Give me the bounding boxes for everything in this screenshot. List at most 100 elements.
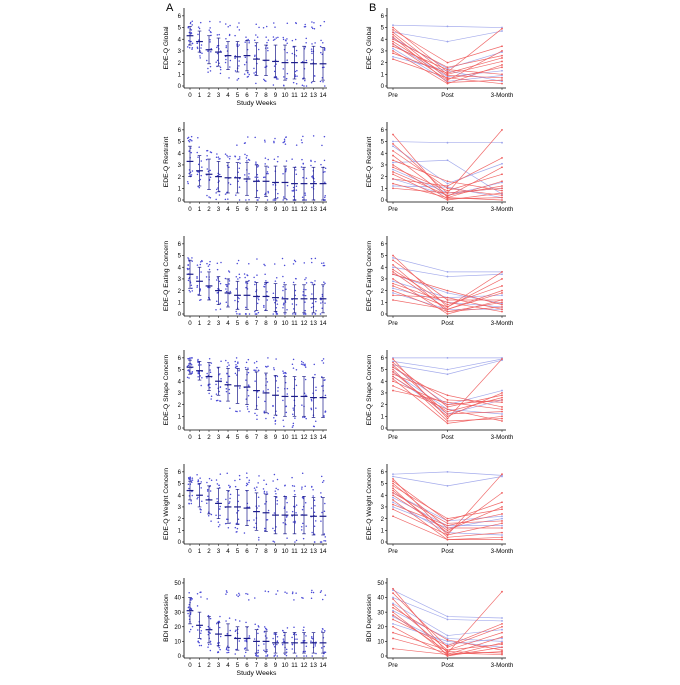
data-point: [311, 302, 314, 305]
data-point: [254, 412, 256, 415]
data-point: [276, 300, 278, 302]
data-point: [218, 280, 221, 283]
participant-blue-line: [392, 476, 503, 487]
data-point: [215, 399, 218, 402]
data-point: [304, 378, 307, 381]
data-point: [274, 420, 277, 422]
x-tick-label: 10: [282, 206, 289, 213]
x-tick-label: 2: [207, 206, 211, 213]
data-point: [304, 363, 306, 366]
data-point: [275, 380, 278, 382]
data-point: [217, 521, 220, 523]
data-point: [282, 629, 284, 632]
data-point: [210, 48, 212, 50]
participant-red-point: [446, 653, 449, 656]
data-point: [294, 313, 297, 315]
data-point: [272, 39, 275, 41]
data-point: [191, 625, 194, 628]
participant-red-point: [446, 420, 449, 422]
participant-blue-point: [501, 389, 503, 392]
data-point: [277, 390, 279, 392]
participant-red-point: [392, 366, 394, 369]
x-tick-label: 3-Month: [491, 662, 514, 669]
data-point: [209, 371, 212, 373]
data-point: [209, 70, 212, 72]
data-point: [225, 390, 228, 393]
data-point: [285, 160, 288, 162]
data-point: [207, 50, 209, 52]
data-point: [248, 519, 250, 522]
data-point: [310, 591, 313, 594]
participant-red-point: [392, 373, 394, 376]
data-point: [237, 500, 239, 503]
data-point: [311, 186, 313, 189]
participant-blue-point: [392, 256, 394, 259]
data-point: [301, 141, 303, 144]
participant-blue-point: [446, 470, 449, 473]
data-point: [234, 653, 236, 655]
participant-red-point: [392, 268, 394, 271]
data-point: [310, 398, 313, 401]
data-point: [314, 160, 316, 163]
participant-blue-point: [501, 413, 503, 415]
y-tick-label: 0: [381, 654, 385, 660]
participant-red-point: [446, 61, 449, 64]
participant-red-point: [501, 196, 503, 199]
data-point: [197, 137, 199, 139]
data-point: [267, 172, 269, 175]
y-tick-label: 4: [381, 37, 385, 43]
y-tick-label: 0: [381, 84, 385, 90]
data-point: [291, 592, 294, 595]
data-point: [206, 168, 209, 170]
data-point: [311, 27, 314, 30]
data-point: [209, 65, 212, 68]
data-point: [323, 47, 326, 49]
participant-red-point: [501, 194, 503, 197]
participant-red-point: [446, 308, 449, 311]
data-point: [310, 486, 313, 488]
data-point: [245, 199, 247, 201]
data-point: [225, 37, 227, 40]
data-point: [323, 379, 326, 382]
x-tick-label: 11: [291, 548, 298, 555]
data-point: [320, 302, 322, 304]
x-tick-label: 4: [226, 92, 230, 99]
data-point: [200, 44, 203, 46]
x-tick-label: 8: [264, 206, 268, 213]
data-point: [225, 45, 228, 47]
participant-red-point: [392, 294, 394, 297]
data-point: [215, 393, 218, 395]
data-point: [209, 627, 211, 629]
data-point: [292, 308, 295, 310]
data-point: [275, 593, 277, 595]
participant-red-point: [392, 43, 394, 45]
data-point: [305, 645, 308, 647]
participant-red-point: [446, 529, 449, 532]
data-point: [256, 391, 259, 393]
data-point: [219, 508, 221, 510]
data-point: [254, 283, 256, 286]
y-axis-label: EDE-Q Shape Concern: [366, 354, 373, 425]
data-point: [273, 76, 276, 78]
participant-red-point: [501, 473, 503, 476]
data-point: [302, 629, 305, 631]
data-point: [224, 23, 227, 25]
participant-red-point: [392, 375, 394, 378]
participant-red-point: [501, 285, 503, 287]
data-point: [324, 181, 326, 183]
participant-red-point: [446, 646, 449, 649]
data-point: [301, 472, 304, 475]
data-point: [302, 522, 304, 525]
y-tick-label: 1: [381, 187, 385, 193]
data-point: [219, 66, 222, 69]
data-point: [273, 541, 276, 543]
x-tick-label: 9: [274, 92, 278, 99]
data-point: [190, 502, 193, 505]
data-point: [315, 420, 317, 422]
x-tick-label: 4: [226, 548, 230, 555]
data-point: [263, 410, 266, 412]
data-point: [264, 193, 266, 196]
participant-red-point: [392, 28, 394, 31]
participant-red-point: [446, 422, 449, 425]
